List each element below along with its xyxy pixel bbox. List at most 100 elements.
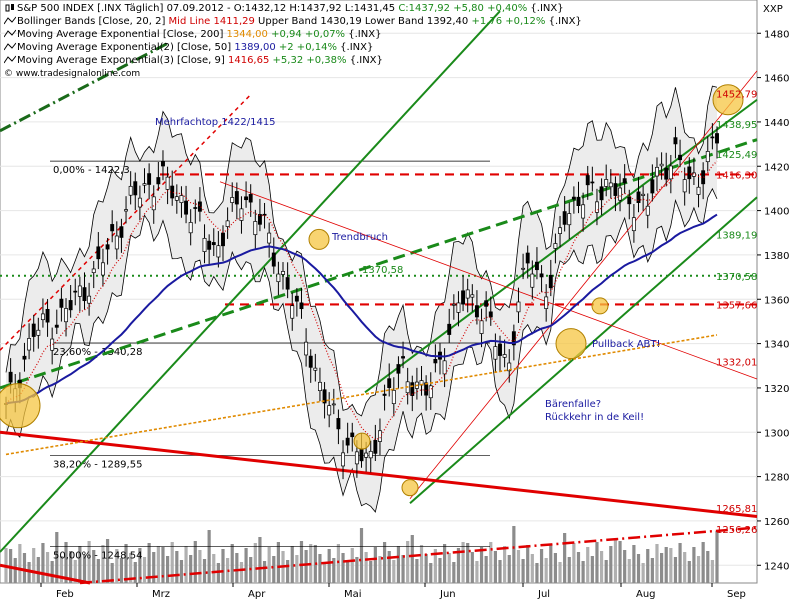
volume-bar bbox=[378, 556, 382, 583]
bollinger-change: +1,76 +0,12% bbox=[471, 16, 546, 27]
candle-body bbox=[678, 154, 683, 161]
volume-bar bbox=[239, 562, 244, 583]
candle-body bbox=[553, 243, 558, 249]
candle-body bbox=[521, 267, 526, 270]
candle-body bbox=[276, 273, 281, 283]
candlesticks bbox=[4, 123, 719, 480]
legend-bollinger: Bollinger Bands [Close, 20, 2] Mid Line … bbox=[3, 15, 582, 28]
volume-bar bbox=[641, 563, 645, 583]
x-tick-label: Jun bbox=[439, 589, 456, 600]
candle-body bbox=[401, 356, 406, 359]
highlight-circle bbox=[712, 84, 744, 116]
candle-body bbox=[530, 273, 535, 288]
candle-body bbox=[442, 360, 447, 375]
volume-bar bbox=[341, 553, 345, 583]
candle-body bbox=[77, 285, 82, 297]
volume-bar bbox=[78, 546, 82, 583]
candle-body bbox=[382, 393, 387, 396]
volume-bar bbox=[41, 543, 45, 583]
quote-high: H:1437,92 bbox=[289, 3, 342, 14]
candle-body bbox=[378, 430, 382, 442]
volume-bar bbox=[64, 542, 68, 583]
volume-bar bbox=[299, 541, 304, 583]
volume-bar bbox=[443, 544, 447, 583]
volume-bar bbox=[355, 557, 359, 583]
annotation-mehrfachtop: Mehrfachtop 1422/1415 bbox=[155, 117, 276, 128]
volume-bar bbox=[516, 550, 521, 583]
watermark: © www.tradesignalonline.com bbox=[4, 69, 141, 79]
candle-body bbox=[64, 308, 68, 323]
candle-body bbox=[59, 298, 64, 308]
candle-body bbox=[424, 382, 429, 396]
volume-bar bbox=[715, 531, 719, 583]
x-tick-label: Mai bbox=[344, 589, 362, 600]
volume-bar bbox=[59, 556, 64, 583]
candle-body bbox=[682, 179, 687, 193]
bollinger-upper: Upper Band 1430,19 bbox=[258, 16, 362, 27]
volume-bar bbox=[710, 560, 714, 583]
ema50-value: 1389,00 bbox=[234, 42, 276, 53]
volume-bar bbox=[322, 563, 327, 583]
price-label: 1452,79 bbox=[716, 90, 757, 101]
candle-body bbox=[322, 389, 327, 404]
x-tick-label: Feb bbox=[56, 589, 74, 600]
candle-body bbox=[87, 295, 92, 304]
ema9-line bbox=[5, 160, 718, 441]
candle-body bbox=[696, 186, 701, 195]
volume-bar bbox=[359, 528, 364, 583]
candle-body bbox=[253, 221, 258, 236]
bollinger-name: Bollinger Bands [Close, 20, 2] bbox=[17, 16, 166, 27]
candle-body bbox=[599, 186, 604, 201]
bollinger-mid: Mid Line 1411,29 bbox=[168, 16, 255, 27]
candle-body bbox=[308, 355, 313, 368]
red-thin-line-2 bbox=[409, 70, 758, 500]
red-support-line bbox=[0, 430, 758, 518]
red-dotted-line bbox=[0, 94, 251, 351]
volume-bar bbox=[115, 549, 119, 583]
volume-bar bbox=[373, 547, 377, 583]
volume-bar bbox=[13, 558, 17, 583]
candle-body bbox=[45, 308, 50, 323]
candle-body bbox=[604, 179, 609, 187]
candle-body bbox=[161, 161, 165, 167]
volume-bar bbox=[475, 561, 479, 583]
y-tick-label: 1440 bbox=[764, 118, 789, 129]
legend-quote: S&P 500 INDEX [.INX Täglich] 07.09.2012 … bbox=[4, 2, 564, 15]
volume-bar bbox=[110, 563, 114, 583]
volume-bar bbox=[452, 562, 456, 583]
volume-bar bbox=[124, 544, 128, 583]
candle-body bbox=[336, 418, 341, 430]
volume-bar bbox=[687, 561, 691, 583]
candle-body bbox=[410, 382, 415, 396]
red-thin-line bbox=[219, 181, 758, 380]
quote-close: C:1437,92 bbox=[398, 3, 451, 14]
volume-bar bbox=[69, 551, 73, 583]
volume-bar bbox=[503, 546, 507, 583]
candle-body bbox=[40, 313, 45, 321]
volume-bar bbox=[142, 557, 147, 583]
volume-bars bbox=[4, 526, 719, 583]
volume-bar bbox=[235, 553, 239, 583]
volume-bar bbox=[262, 561, 267, 583]
volume-bar bbox=[461, 542, 465, 583]
candle-body bbox=[710, 136, 715, 139]
volume-bar bbox=[489, 542, 493, 583]
volume-bar bbox=[156, 546, 160, 583]
candle-body bbox=[488, 311, 493, 318]
candle-body bbox=[387, 378, 392, 388]
volume-bar bbox=[553, 553, 558, 583]
candle-body bbox=[271, 252, 276, 267]
volume-bar bbox=[544, 558, 548, 583]
ema200-name: Moving Average Exponential [Close, 200] bbox=[17, 29, 224, 40]
y-tick-label: 1320 bbox=[764, 384, 789, 395]
volume-bar bbox=[396, 546, 401, 583]
fib-label: 0,00% - 1422,3 bbox=[53, 165, 130, 176]
candle-body bbox=[184, 200, 189, 215]
highlight-circle bbox=[353, 432, 371, 450]
volume-bar bbox=[129, 553, 133, 583]
line-icon bbox=[3, 29, 17, 38]
candle-body bbox=[105, 244, 110, 250]
volume-bar bbox=[512, 526, 516, 583]
